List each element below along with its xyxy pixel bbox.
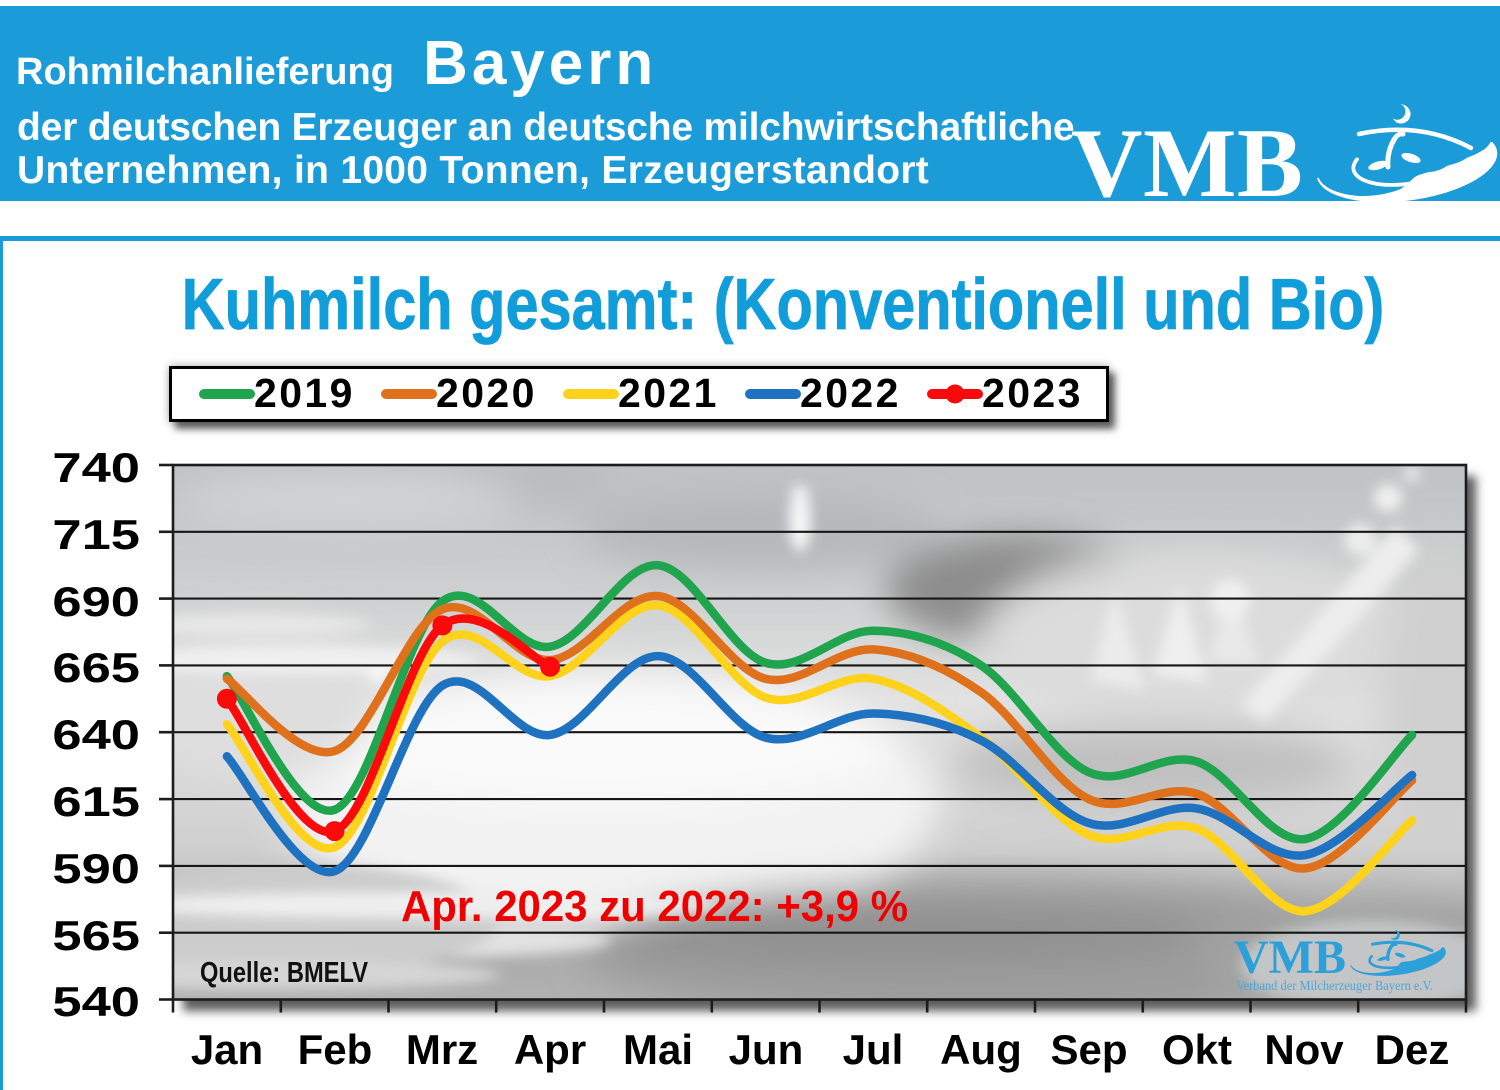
svg-text:2021: 2021 <box>618 370 719 416</box>
svg-text:Quelle: BMELV: Quelle: BMELV <box>200 957 369 989</box>
svg-text:VMB: VMB <box>1071 109 1303 218</box>
svg-text:VMB: VMB <box>1234 931 1346 984</box>
svg-text:Apr. 2023 zu 2022: +3,9 %: Apr. 2023 zu 2022: +3,9 % <box>401 882 908 931</box>
svg-text:2023: 2023 <box>982 370 1083 416</box>
svg-text:2019: 2019 <box>254 370 355 416</box>
svg-text:Verband der Milcherzeuger Baye: Verband der Milcherzeuger Bayern e.V. <box>1236 979 1433 994</box>
svg-text:2020: 2020 <box>436 370 537 416</box>
svg-text:2022: 2022 <box>800 370 901 416</box>
